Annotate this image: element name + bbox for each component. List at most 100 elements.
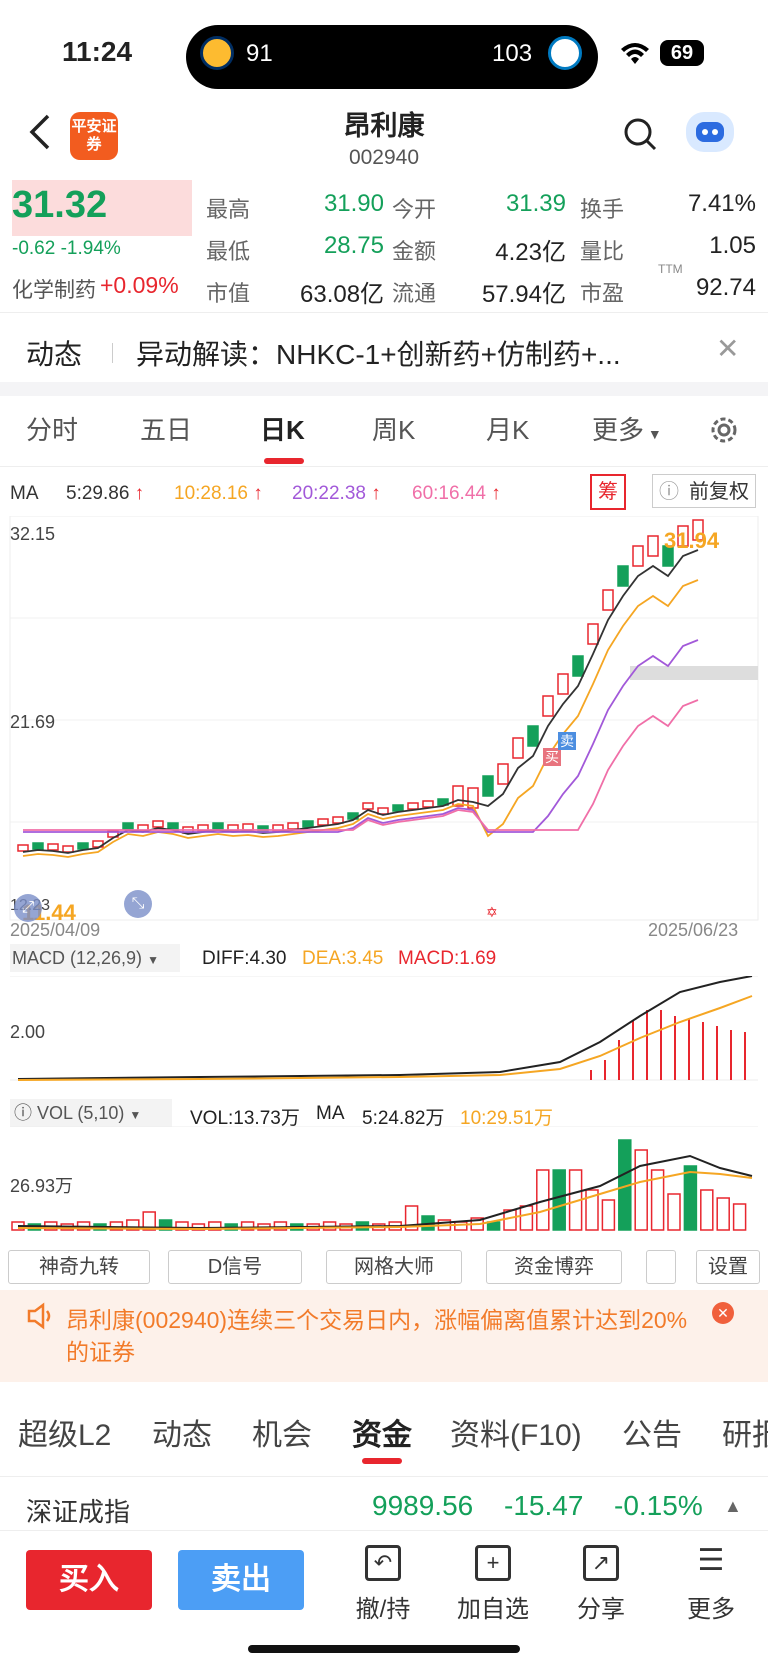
tab-announcement[interactable]: 公告 [622,1419,682,1452]
tab-zhouk[interactable]: 周K [372,415,416,445]
notice-banner [0,1290,768,1382]
chevron-up-icon[interactable]: ▲ [724,1496,742,1516]
tool-partial[interactable] [646,1250,676,1284]
vol-ma10: 10:29.51万 [460,1108,553,1129]
stock-name: 昂利康 [343,111,425,141]
tab-l2[interactable]: 超级L2 [18,1419,112,1452]
divider [0,312,768,313]
tab-f10[interactable]: 资料(F10) [450,1419,582,1452]
tool-capital[interactable]: 资金博弈 [486,1250,622,1284]
chip-button[interactable]: 筹 [590,474,626,510]
tab-opportunity[interactable]: 机会 [252,1419,312,1452]
macd-bar [604,1060,606,1080]
quote-label: 流通 [392,281,437,306]
tab-yuek[interactable]: 月K [486,415,530,445]
ma5-text: 5:29.86 [66,483,130,504]
candle [377,807,389,815]
resistance-band [630,666,758,680]
industry-label[interactable]: 化学制药 [12,279,96,302]
volume-bar [240,1221,255,1231]
quote-label: 量比 [580,239,625,264]
tool-jiuzhuan[interactable]: 神奇九转 [8,1250,150,1284]
chevron-down-icon: ▼ [147,953,159,967]
buy-signal[interactable]: 买 [543,748,561,766]
candle [287,822,299,830]
back-icon[interactable] [22,112,62,152]
adjust-button[interactable]: ⓘ 前复权 [652,474,756,508]
volume-bar [601,1199,616,1231]
y-axis-high: 32.15 [10,524,56,544]
close-icon[interactable]: ✕ [716,333,740,364]
high-price-label: 31.94 [664,528,720,553]
y-axis-mid: 21.69 [10,712,56,732]
vol-label: VOL (5,10) [37,1103,125,1123]
macd-bar [702,1022,704,1080]
more-button[interactable]: ☰ 更多 [666,1545,756,1624]
vol-axis: 26.93万 [10,1176,74,1196]
quote-value: 1.05 [709,232,756,259]
notice-text[interactable]: 昂利康(002940)连续三个交易日内，涨幅偏离值累计达到20%的证券 [66,1307,688,1365]
sell-button[interactable]: 卖出 [178,1550,304,1610]
chevron-down-icon: ▼ [129,1108,142,1122]
candle [257,825,269,833]
robot-assistant-icon[interactable] [686,112,734,152]
candle [122,822,134,830]
cancel-hold-button[interactable]: ↶ 撤/持 [338,1545,428,1624]
index-change: -15.47 [504,1490,584,1521]
tool-settings[interactable]: 设置 [696,1250,760,1284]
share-label: 分享 [577,1596,625,1623]
macd-value: MACD:1.69 [398,948,497,969]
tab-more-label: 更多 [592,415,645,445]
vol-ma-label: MA [316,1103,345,1124]
ma-label[interactable]: MA [10,483,39,504]
news-tag[interactable]: 动态 [26,339,83,370]
tab-research[interactable]: 研报 [722,1419,768,1452]
index-value: 9989.56 [372,1490,474,1521]
news-text[interactable]: 异动解读：NHKC-1+创新药+仿制药+... [136,339,621,370]
index-name[interactable]: 深证成指 [26,1497,131,1527]
macd-bar [730,1030,732,1080]
volume-bar [486,1221,501,1231]
volume-bar [700,1189,714,1231]
section-gap [0,382,768,396]
quote-value: 7.41% [687,190,756,217]
sell-signal[interactable]: 卖 [558,732,576,750]
vol-selector[interactable]: ⓘ VOL (5,10) ▼ [10,1099,172,1127]
candle [17,844,29,852]
tab-wuri[interactable]: 五日 [140,415,193,445]
tab-news[interactable]: 动态 [152,1419,212,1452]
close-icon[interactable]: ✕ [712,1302,734,1324]
tool-grid[interactable]: 网格大师 [326,1250,462,1284]
tab-capital[interactable]: 资金 [352,1419,412,1452]
gear-icon[interactable] [708,414,740,451]
candle [602,589,614,611]
candle [482,775,494,797]
expand-icon[interactable]: ⤢ [14,894,42,922]
divider [0,1476,768,1477]
event-marker-icon[interactable]: ✡ [486,904,498,920]
candle [677,525,689,547]
tab-more[interactable]: 更多 ▼ [592,410,662,447]
candle [137,824,149,832]
candle [392,804,404,812]
add-watchlist-button[interactable]: + 加自选 [448,1545,538,1624]
candlestick-chart[interactable] [0,516,768,926]
candle [242,823,254,831]
candle [317,818,329,826]
buy-button[interactable]: 买入 [26,1550,152,1610]
volume-bar [158,1219,173,1231]
tool-dsignal[interactable]: D信号 [168,1250,302,1284]
tab-fenshi[interactable]: 分时 [26,415,79,445]
volume-bar [454,1221,468,1231]
share-button[interactable]: ↗ 分享 [556,1545,646,1624]
search-icon[interactable] [622,116,658,157]
wifi-icon [620,42,650,73]
candle [362,802,374,810]
macd-selector[interactable]: MACD (12,26,9) ▼ [10,944,180,972]
cancel-hold-label: 撤/持 [355,1596,411,1623]
tab-rik[interactable]: 日K [260,415,305,445]
team1-score: 91 [246,40,273,67]
fullscreen-icon[interactable]: ⤡ [124,890,152,918]
quote-value: 28.75 [323,232,384,259]
candle [692,519,704,541]
